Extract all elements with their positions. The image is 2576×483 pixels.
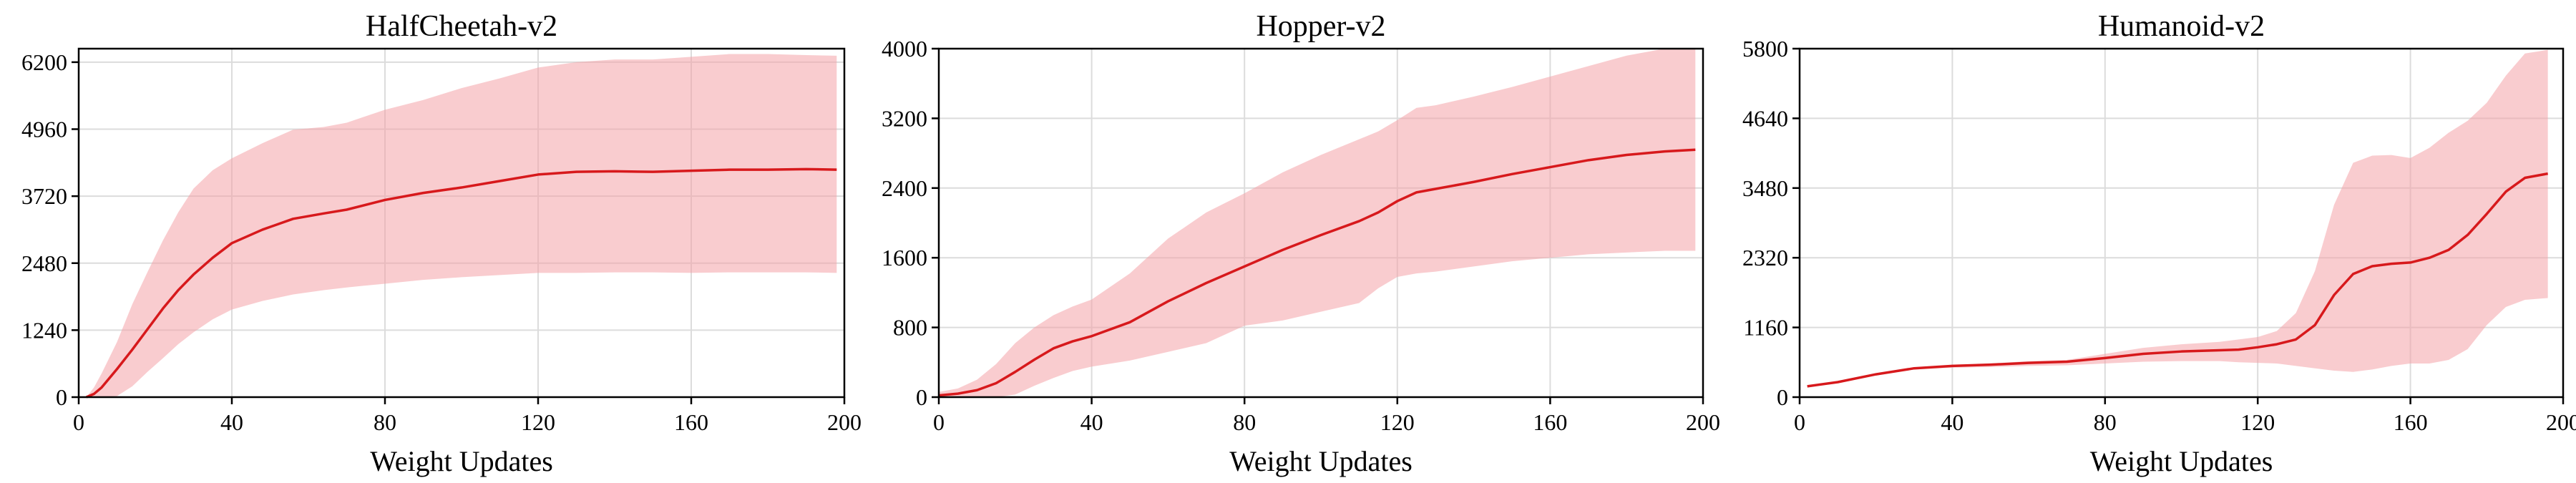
x-axis-label: Weight Updates bbox=[2090, 445, 2273, 477]
mean-line bbox=[86, 167, 837, 399]
confidence-band bbox=[939, 49, 1696, 397]
y-tick-label: 0 bbox=[1777, 384, 1788, 410]
x-tick-label: 200 bbox=[827, 409, 862, 435]
chart-title: HalfCheetah-v2 bbox=[366, 10, 557, 43]
x-axis-label: Weight Updates bbox=[1229, 445, 1413, 477]
y-tick-label: 0 bbox=[916, 384, 927, 410]
x-tick-label: 80 bbox=[374, 409, 396, 435]
chart-panel-1: 0 40 80 120 160 200 0 1240 2480 3720 4960 6200 HalfC… bbox=[21, 10, 862, 477]
mean-line bbox=[1807, 172, 2548, 388]
confidence-band bbox=[1807, 49, 2548, 386]
y-tick-label: 2400 bbox=[882, 175, 927, 201]
y-tick-label: 4960 bbox=[21, 117, 67, 142]
x-tick-label: 80 bbox=[1233, 409, 1256, 435]
plot-frame bbox=[77, 47, 846, 399]
y-tick-label: 1160 bbox=[1743, 315, 1788, 341]
y-tick-label: 5800 bbox=[1742, 36, 1788, 62]
x-tick-label: 40 bbox=[220, 409, 243, 435]
plot-frame bbox=[1798, 47, 2565, 399]
x-tick-label: 120 bbox=[2240, 409, 2275, 435]
x-axis-label: Weight Updates bbox=[370, 445, 553, 477]
x-tick-label: 160 bbox=[2394, 409, 2428, 435]
chart-panel-3: 0 40 80 120 160 200 0 1160 2320 3480 4640 5800 Human… bbox=[1742, 10, 2576, 477]
x-tick-label: 40 bbox=[1080, 409, 1103, 435]
y-tick-label: 2480 bbox=[21, 250, 67, 276]
y-tick-label: 3480 bbox=[1742, 175, 1788, 201]
mean-line bbox=[938, 148, 1696, 397]
x-tick-label: 200 bbox=[1686, 409, 1720, 435]
y-tick-label: 1240 bbox=[21, 317, 67, 343]
y-tick-label: 800 bbox=[893, 315, 927, 341]
plot-frame bbox=[937, 47, 1704, 399]
y-tick-label: 2320 bbox=[1742, 245, 1788, 270]
y-tick-label: 4000 bbox=[882, 36, 927, 62]
chart-panel-2: 0 40 80 120 160 200 0 800 1600 2400 3200 4000 Hopper… bbox=[882, 10, 1720, 477]
x-tick-label: 160 bbox=[674, 409, 708, 435]
y-tick-label: 1600 bbox=[882, 245, 927, 270]
y-tick-label: 3200 bbox=[882, 105, 927, 131]
y-tick-label: 4640 bbox=[1742, 105, 1788, 131]
confidence-band bbox=[86, 54, 837, 397]
chart-title: Humanoid-v2 bbox=[2098, 10, 2265, 43]
x-tick-label: 200 bbox=[2546, 409, 2576, 435]
x-tick-label: 120 bbox=[1380, 409, 1415, 435]
y-tick-label: 0 bbox=[56, 384, 67, 410]
y-tick-label: 3720 bbox=[21, 183, 67, 209]
x-tick-label: 0 bbox=[73, 409, 84, 435]
y-tick-label: 6200 bbox=[21, 49, 67, 75]
x-tick-label: 80 bbox=[2094, 409, 2117, 435]
x-tick-label: 160 bbox=[1533, 409, 1567, 435]
x-tick-label: 0 bbox=[1794, 409, 1805, 435]
chart-title: Hopper-v2 bbox=[1256, 10, 1385, 43]
x-tick-label: 0 bbox=[933, 409, 945, 435]
x-tick-label: 40 bbox=[1941, 409, 1963, 435]
x-tick-label: 120 bbox=[521, 409, 555, 435]
